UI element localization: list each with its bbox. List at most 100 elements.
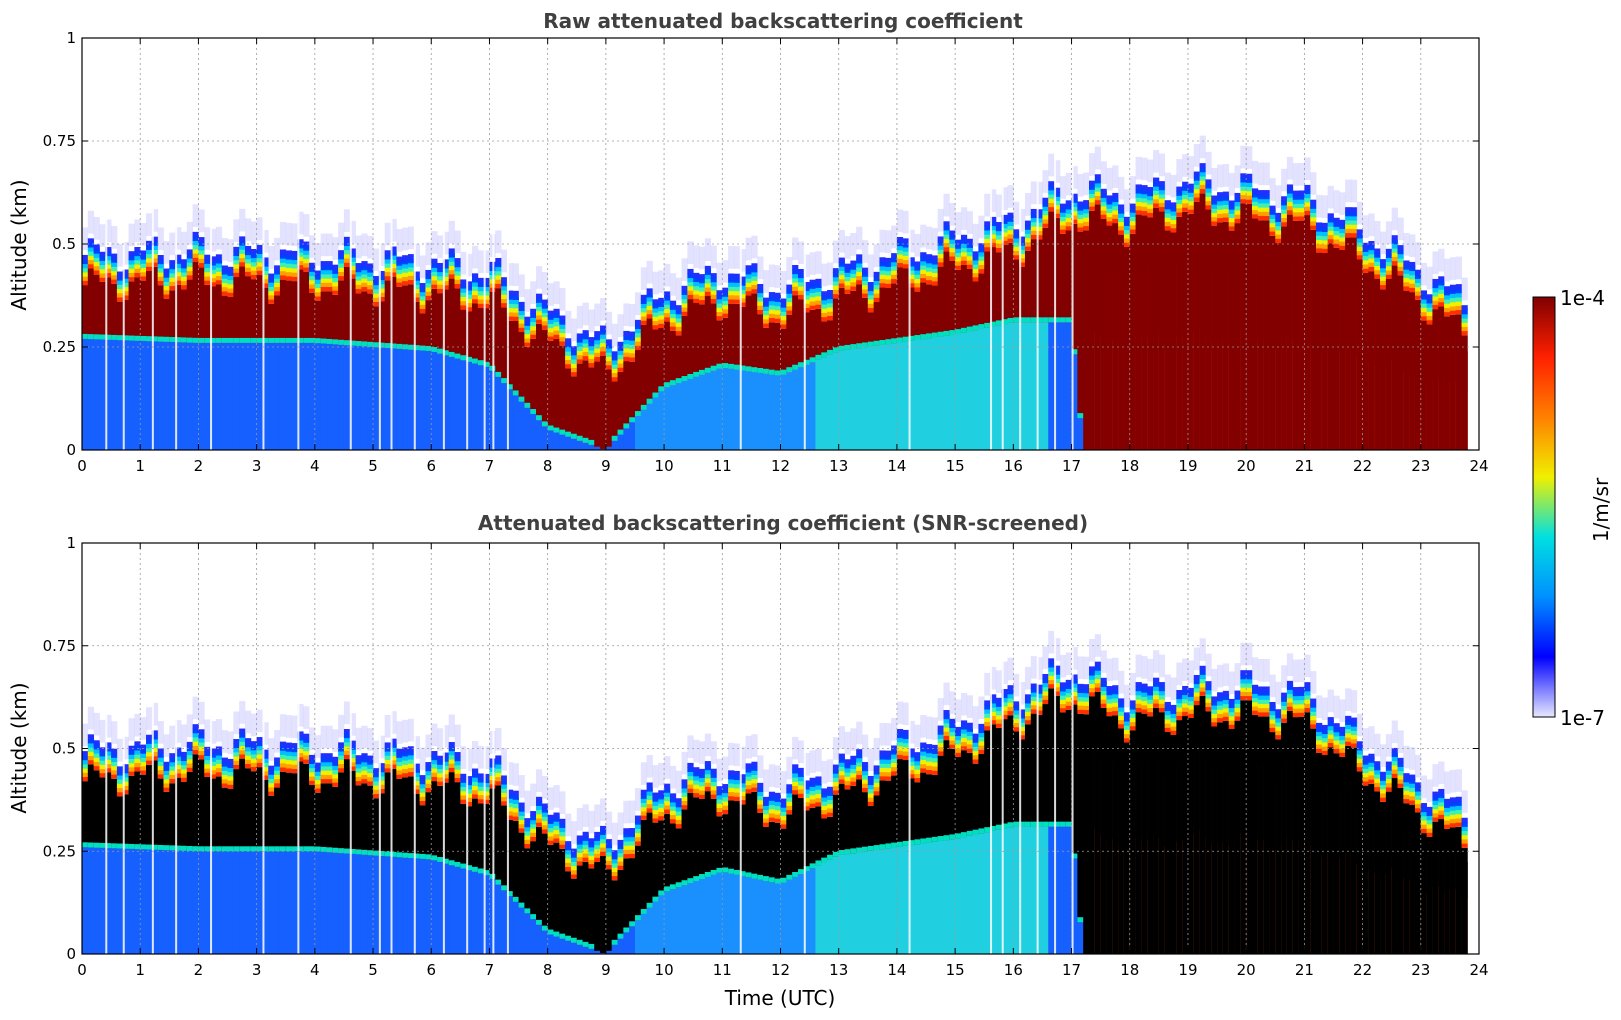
field-layer-top — [204, 279, 211, 285]
field-layer-top — [1112, 706, 1119, 712]
x-tick-label: 3 — [252, 457, 262, 475]
field-layer-top — [198, 737, 205, 743]
field-layer-top — [960, 745, 968, 751]
field-layer-core — [792, 295, 799, 370]
field-layer-top — [931, 770, 939, 775]
field-layer-top — [1362, 247, 1369, 252]
field-below-layer — [244, 342, 252, 450]
field-layer-top — [233, 255, 240, 261]
field-layer-core — [745, 793, 752, 878]
field-layer-top — [757, 807, 764, 813]
field-layer-top — [501, 788, 508, 793]
field-haze — [1403, 232, 1410, 256]
field-layer-top — [955, 726, 962, 732]
field-layer-top — [1036, 213, 1043, 219]
field-below-layer — [518, 907, 525, 954]
field-layer-top — [757, 782, 764, 788]
field-layer-top — [1147, 199, 1154, 205]
field-layer-top — [326, 769, 333, 775]
field-layer-top — [949, 731, 956, 737]
field-layer-top — [669, 313, 677, 319]
field-layer-core — [477, 308, 485, 366]
field-layer-core — [93, 274, 100, 340]
field-layer-base — [285, 337, 292, 343]
field-layer-top — [285, 755, 292, 761]
field-layer-base — [297, 846, 304, 852]
field-layer-top — [1228, 724, 1235, 730]
field-layer-top — [960, 255, 968, 261]
field-haze — [1426, 266, 1433, 290]
field-layer-base — [407, 344, 415, 350]
field-layer-top — [437, 267, 444, 273]
field-layer-base — [565, 935, 572, 941]
field-layer-top — [1217, 192, 1224, 198]
field-layer-top — [669, 309, 677, 315]
field-layer-top — [1333, 221, 1340, 227]
field-layer-top — [646, 292, 653, 298]
field-layer-core — [960, 750, 968, 838]
field-layer-top — [728, 273, 735, 279]
field-layer-top — [215, 279, 223, 285]
field-haze — [838, 726, 845, 749]
field-layer-top — [268, 790, 275, 796]
field-layer-top — [867, 294, 875, 300]
field-layer-top — [821, 792, 828, 798]
field-layer-top — [93, 252, 100, 258]
field-haze — [1257, 162, 1265, 186]
field-layer-core — [1077, 713, 1084, 923]
field-layer-top — [309, 763, 316, 769]
field-layer-top — [396, 260, 403, 266]
field-layer-top — [1153, 202, 1160, 208]
field-below-layer — [669, 889, 677, 954]
field-layer-top — [1083, 688, 1090, 694]
field-layer-top — [1007, 237, 1014, 243]
field-layer-base — [402, 852, 409, 858]
field-layer-top — [536, 314, 543, 320]
field-below-layer — [658, 895, 665, 954]
field-layer-top — [1001, 701, 1008, 707]
field-layer-top — [664, 800, 671, 806]
field-layer-top — [163, 774, 170, 780]
field-layer-top — [402, 271, 409, 277]
field-layer-base — [797, 869, 805, 875]
field-layer-top — [634, 345, 642, 351]
field-layer-top — [728, 281, 735, 287]
field-layer-base — [640, 404, 648, 410]
field-layer-core — [821, 818, 828, 863]
field-layer-top — [943, 238, 950, 244]
field-layer-base — [861, 342, 869, 348]
field-below-layer — [821, 357, 828, 450]
field-layer-top — [1176, 194, 1183, 200]
field-layer-top — [867, 801, 875, 807]
field-layer-top — [634, 324, 642, 330]
field-layer-top — [1153, 690, 1160, 696]
field-layer-top — [1205, 200, 1212, 206]
field-layer-top — [326, 261, 333, 267]
field-haze — [402, 719, 409, 743]
field-layer-top — [425, 269, 432, 275]
field-layer-top — [1304, 193, 1311, 199]
field-layer-top — [1059, 216, 1067, 222]
field-layer-top — [1083, 684, 1090, 690]
field-layer-core — [1071, 704, 1078, 859]
field-layer-top — [1042, 214, 1049, 220]
field-layer-top — [1339, 228, 1346, 234]
field-layer-top — [1182, 206, 1189, 212]
field-haze — [1199, 135, 1206, 159]
field-haze — [600, 798, 607, 822]
field-below-layer — [442, 863, 450, 954]
field-below-layer — [291, 851, 298, 954]
field-layer-top — [1275, 217, 1282, 223]
field-layer-core — [926, 284, 933, 339]
field-below-layer — [355, 854, 362, 954]
field-below-layer — [227, 342, 234, 450]
field-layer-top — [1059, 690, 1067, 696]
field-layer-top — [483, 303, 490, 309]
field-layer-top — [361, 774, 368, 780]
field-haze — [1193, 144, 1200, 167]
field-layer-top — [861, 778, 869, 784]
field-layer-top — [664, 787, 671, 793]
field-layer-top — [786, 796, 793, 802]
field-layer-core — [396, 286, 403, 349]
field-layer-base — [873, 845, 880, 851]
